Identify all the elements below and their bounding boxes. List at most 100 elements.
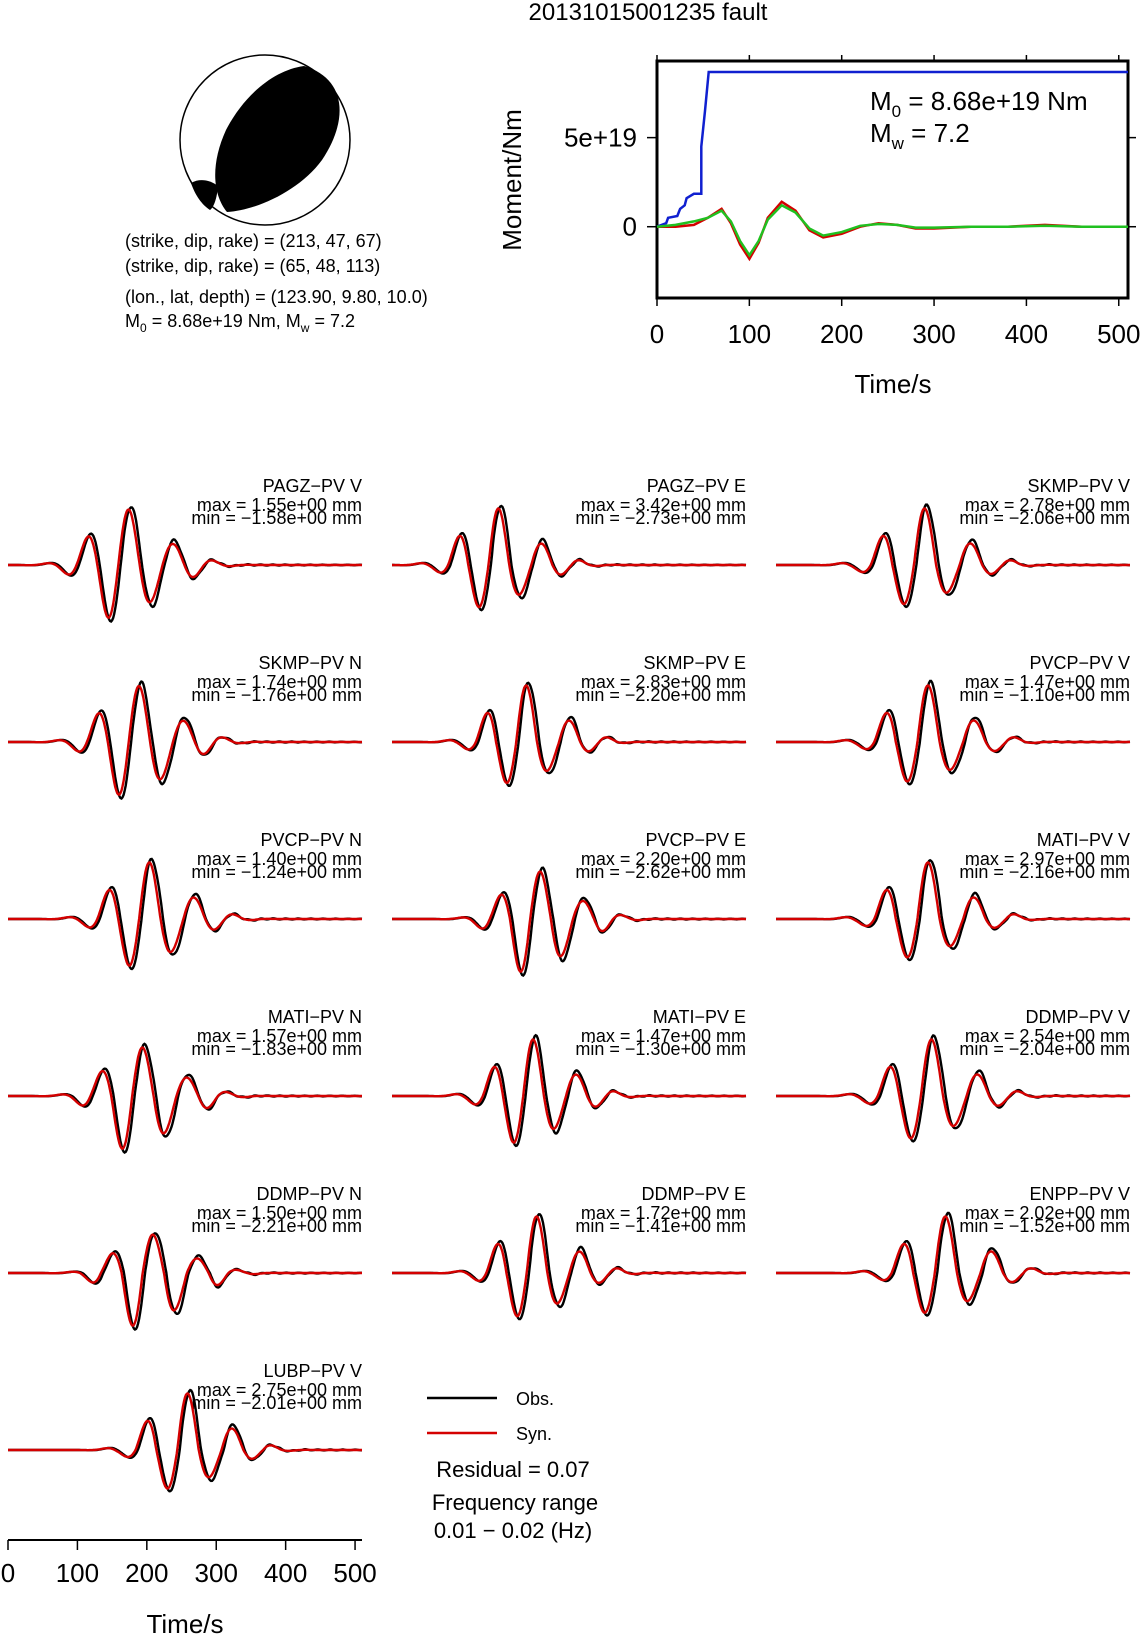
frequency-range-value: 0.01 − 0.02 (Hz) (434, 1518, 592, 1543)
station-label: SKMP−PV E (643, 653, 746, 673)
syn-trace (392, 684, 746, 785)
station-max: max = 2.78e+00 mm (965, 495, 1130, 515)
station-min: min = −1.24e+00 mm (191, 862, 362, 882)
moment-ylabel: Moment/Nm (497, 109, 527, 251)
moment-m0-label: M0 = 8.68e+19 Nm (870, 86, 1088, 121)
station-label: DDMP−PV V (1025, 1007, 1130, 1027)
waveform-xtick-label: 200 (125, 1558, 168, 1588)
moment-xlabel: Time/s (854, 369, 931, 399)
station-label: SKMP−PV V (1027, 476, 1130, 496)
syn-trace (8, 508, 362, 619)
syn-trace (392, 870, 746, 973)
station-label: DDMP−PV N (256, 1184, 362, 1204)
station-max: max = 2.20e+00 mm (581, 849, 746, 869)
waveform-xtick-label: 0 (1, 1558, 15, 1588)
syn-trace (776, 507, 1130, 606)
syn-trace (392, 507, 746, 609)
moment-ytick-label: 5e+19 (564, 123, 637, 153)
station-max: max = 1.47e+00 mm (581, 1026, 746, 1046)
moment-plot-frame (655, 59, 1130, 300)
figure-title: 20131015001235 fault (529, 0, 768, 26)
station-min: min = −1.76e+00 mm (191, 685, 362, 705)
moment-xtick-label: 400 (1005, 319, 1048, 349)
syn-trace (8, 684, 362, 796)
station-max: max = 1.40e+00 mm (197, 849, 362, 869)
station-min: min = −1.83e+00 mm (191, 1039, 362, 1059)
station-label: PVCP−PV E (645, 830, 746, 850)
station-max: max = 3.42e+00 mm (581, 495, 746, 515)
mechanism-line-3: (lon., lat, depth) = (123.90, 9.80, 10.0… (125, 287, 428, 307)
legend: Obs. Syn. Residual = 0.07 Frequency rang… (427, 1389, 598, 1543)
moment-ytick-label: 0 (623, 212, 637, 242)
mechanism-line-4: M0 = 8.68e+19 Nm, Mw = 7.2 (125, 311, 355, 335)
station-min: min = −1.58e+00 mm (191, 508, 362, 528)
station-label: PVCP−PV N (260, 830, 362, 850)
waveform-xlabel: Time/s (146, 1609, 223, 1635)
station-label: MATI−PV N (268, 1007, 362, 1027)
syn-trace (392, 1038, 746, 1144)
waveform-xtick-label: 400 (264, 1558, 307, 1588)
station-label: PAGZ−PV V (263, 476, 362, 496)
waveform-xtick-label: 100 (56, 1558, 99, 1588)
station-max: max = 1.50e+00 mm (197, 1203, 362, 1223)
legend-syn-label: Syn. (516, 1424, 552, 1444)
syn-trace (776, 1215, 1130, 1315)
syn-trace (8, 1233, 362, 1328)
obs-trace (8, 1042, 362, 1154)
waveform-xtick-label: 500 (333, 1558, 376, 1588)
moment-series-2 (656, 203, 1128, 258)
station-max: max = 2.83e+00 mm (581, 672, 746, 692)
mechanism-line-1: (strike, dip, rake) = (213, 47, 67) (125, 231, 382, 251)
station-max: max = 1.57e+00 mm (197, 1026, 362, 1046)
station-label: DDMP−PV E (641, 1184, 746, 1204)
residual-text: Residual = 0.07 (436, 1457, 590, 1482)
station-min: min = −2.73e+00 mm (575, 508, 746, 528)
legend-obs-label: Obs. (516, 1389, 554, 1409)
frequency-range-label: Frequency range (432, 1490, 598, 1515)
station-label: PVCP−PV V (1029, 653, 1130, 673)
station-min: min = −1.52e+00 mm (959, 1216, 1130, 1236)
syn-trace (8, 1046, 362, 1151)
station-label: LUBP−PV V (263, 1361, 362, 1381)
station-max: max = 2.54e+00 mm (965, 1026, 1130, 1046)
station-min: min = −2.01e+00 mm (191, 1393, 362, 1413)
syn-trace (776, 1038, 1130, 1140)
moment-series-1 (657, 200, 1128, 262)
mechanism-text: (strike, dip, rake) = (213, 47, 67) (str… (125, 231, 428, 335)
beachball (179, 54, 351, 226)
moment-xtick-label: 0 (650, 319, 664, 349)
syn-trace (776, 860, 1130, 959)
obs-trace (392, 866, 747, 977)
station-label: PAGZ−PV E (647, 476, 746, 496)
syn-trace (8, 861, 362, 967)
station-min: min = −2.21e+00 mm (191, 1216, 362, 1236)
station-max: max = 2.75e+00 mm (197, 1380, 362, 1400)
station-min: min = −2.62e+00 mm (575, 862, 746, 882)
station-max: max = 1.47e+00 mm (965, 672, 1130, 692)
moment-panel: Moment/Nm Time/s M0 = 8.68e+19 Nm Mw = 7… (497, 55, 1140, 399)
moment-mw-label: Mw = 7.2 (870, 118, 970, 153)
waveform-xtick-label: 300 (195, 1558, 238, 1588)
beachball-compressional-tip (191, 180, 218, 210)
station-min: min = −1.10e+00 mm (959, 685, 1130, 705)
moment-xtick-label: 300 (912, 319, 955, 349)
station-label: MATI−PV E (653, 1007, 746, 1027)
syn-trace (8, 1392, 362, 1490)
moment-xtick-label: 200 (820, 319, 863, 349)
station-min: min = −2.16e+00 mm (959, 862, 1130, 882)
station-min: min = −1.41e+00 mm (575, 1216, 746, 1236)
station-max: max = 2.97e+00 mm (965, 849, 1130, 869)
